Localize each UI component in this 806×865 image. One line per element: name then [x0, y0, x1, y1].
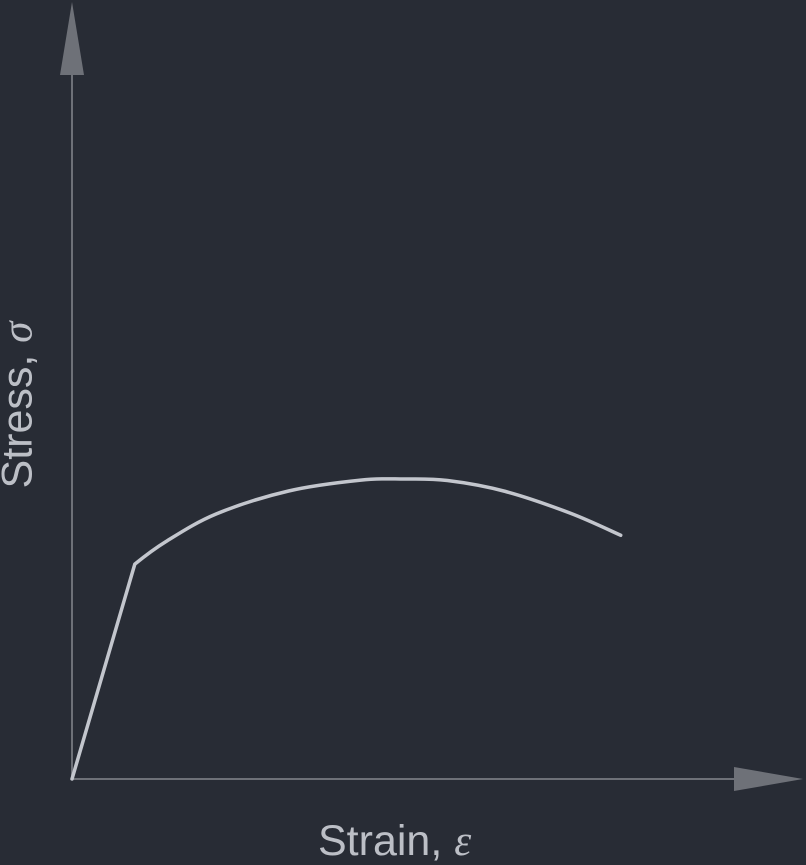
x-axis-label-text: Strain,: [318, 817, 455, 865]
y-axis-label: Stress, σ: [0, 322, 42, 489]
strain-symbol: ε: [454, 818, 472, 865]
x-axis-label: Strain, ε: [318, 817, 472, 865]
stress-symbol: σ: [0, 322, 42, 343]
stress-strain-curve: [70, 477, 623, 781]
y-axis-arrowhead: [60, 2, 84, 75]
x-axis-arrowhead: [734, 767, 803, 791]
y-axis-label-text: Stress,: [0, 354, 42, 489]
series-layer: [70, 477, 623, 781]
